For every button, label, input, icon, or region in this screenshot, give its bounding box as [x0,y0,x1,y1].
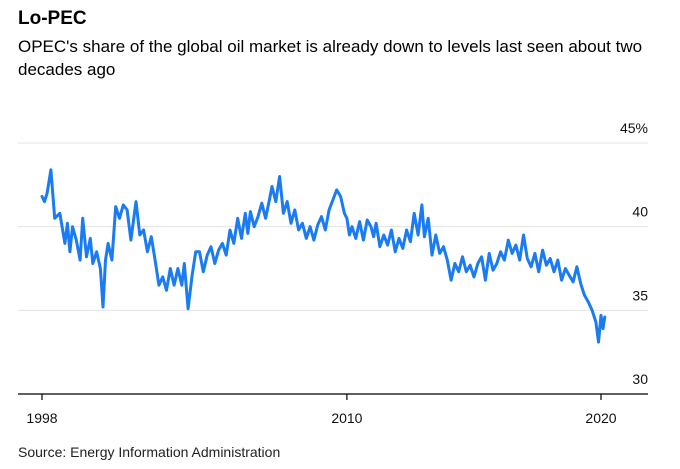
tick-labels: 30 35 40 45% 1998 2010 2020 [26,120,648,426]
series-layer [40,168,607,344]
chart-subtitle: OPEC's share of the global oil market is… [18,37,643,79]
x-tick-label-2020: 2020 [585,410,616,426]
x-tick-label-1998: 1998 [26,410,57,426]
gridlines [18,142,648,311]
y-tick-label-45: 45% [620,120,648,136]
x-axis [18,393,648,400]
chart-title: Lo-PEC [18,8,87,29]
source-note: Source: Energy Information Administratio… [18,444,281,460]
series-line-0 [40,168,607,344]
y-tick-label-30: 30 [632,371,648,387]
x-tick-label-2010: 2010 [331,410,362,426]
y-tick-label-40: 40 [632,204,648,220]
y-tick-label-35: 35 [632,287,648,303]
